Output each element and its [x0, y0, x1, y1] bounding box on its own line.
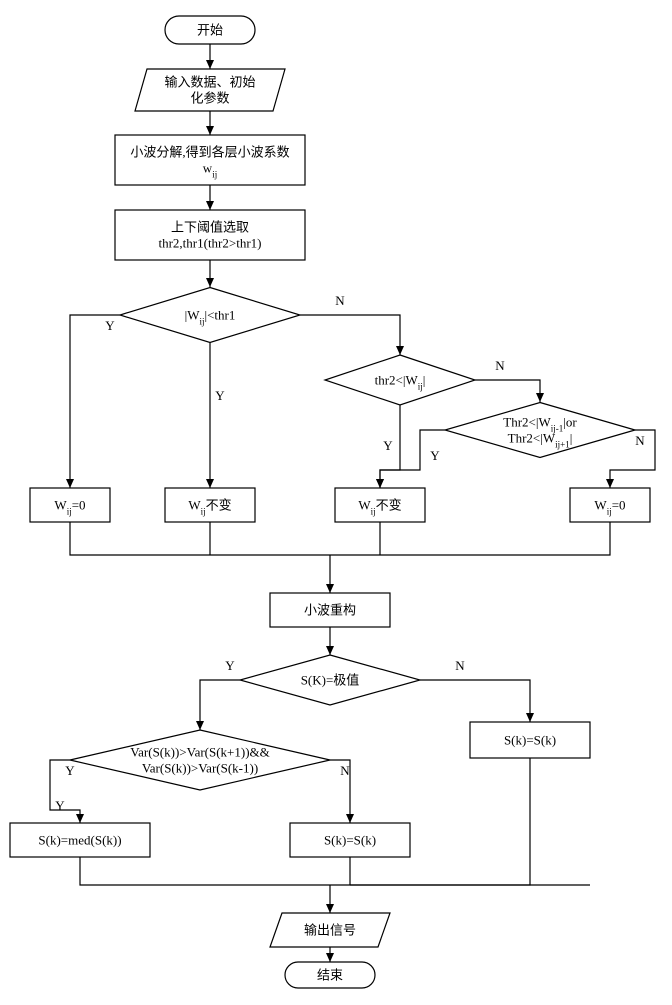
svg-text:N: N: [455, 658, 465, 673]
svg-text:Y: Y: [105, 318, 115, 333]
svg-text:Y: Y: [383, 438, 393, 453]
svg-text:N: N: [335, 293, 345, 308]
node-p_w_keep2: Wij不变: [335, 488, 425, 522]
svg-text:Y: Y: [225, 658, 235, 673]
node-p_w0a: Wij=0: [30, 488, 110, 522]
node-decomp: 小波分解,得到各层小波系数wij: [115, 135, 305, 185]
node-d3: Thr2<|Wij-1|orThr2<|Wij+1|: [445, 403, 635, 458]
svg-text:Y: Y: [65, 763, 75, 778]
svg-text:小波分解,得到各层小波系数: 小波分解,得到各层小波系数: [130, 145, 289, 160]
svg-text:S(k)=med(S(k)): S(k)=med(S(k)): [38, 833, 121, 848]
svg-text:上下阈值选取: 上下阈值选取: [171, 220, 249, 235]
node-end: 结束: [285, 962, 375, 988]
node-recon: 小波重构: [270, 593, 390, 627]
svg-text:Y: Y: [430, 448, 440, 463]
svg-text:S(k)=S(k): S(k)=S(k): [504, 733, 556, 748]
node-d5: Var(S(k))>Var(S(k+1))&&Var(S(k))>Var(S(k…: [70, 730, 330, 790]
svg-text:输出信号: 输出信号: [304, 923, 356, 938]
node-p_sk_r: S(k)=S(k): [470, 722, 590, 758]
node-p_w_keep1: Wij不变: [165, 488, 255, 522]
node-p_w0b: Wij=0: [570, 488, 650, 522]
svg-text:N: N: [340, 763, 350, 778]
node-threshsel: 上下阈值选取thr2,thr1(thr2>thr1): [115, 210, 305, 260]
svg-text:结束: 结束: [317, 968, 343, 983]
svg-text:N: N: [635, 433, 645, 448]
svg-text:S(K)=极值: S(K)=极值: [301, 673, 360, 688]
svg-text:化参数: 化参数: [190, 91, 229, 106]
svg-text:thr2,thr1(thr2>thr1): thr2,thr1(thr2>thr1): [158, 236, 261, 251]
svg-text:开始: 开始: [197, 23, 223, 38]
svg-text:Var(S(k))>Var(S(k+1))&&: Var(S(k))>Var(S(k+1))&&: [130, 745, 270, 760]
node-output: 输出信号: [270, 913, 390, 947]
node-start: 开始: [165, 16, 255, 44]
node-p_sk_m: S(k)=S(k): [290, 823, 410, 857]
svg-text:小波重构: 小波重构: [304, 603, 356, 618]
node-p_med: S(k)=med(S(k)): [10, 823, 150, 857]
svg-text:Var(S(k))>Var(S(k-1)): Var(S(k))>Var(S(k-1)): [142, 761, 258, 776]
node-d4: S(K)=极值: [240, 655, 420, 705]
node-input: 输入数据、初始化参数: [135, 69, 285, 111]
node-d1: |Wij|<thr1: [120, 288, 300, 343]
node-d2: thr2<|Wij|: [325, 355, 475, 405]
svg-text:输入数据、初始: 输入数据、初始: [164, 75, 255, 90]
svg-text:Y: Y: [215, 388, 225, 403]
svg-text:S(k)=S(k): S(k)=S(k): [324, 833, 376, 848]
svg-text:Y: Y: [55, 798, 65, 813]
svg-text:N: N: [495, 358, 505, 373]
flowchart: Y N Y Y N Y N Y N Y Y N 开始输入数据、初始化参数小波分解,得到各层小波系数wij…: [0, 0, 672, 1000]
